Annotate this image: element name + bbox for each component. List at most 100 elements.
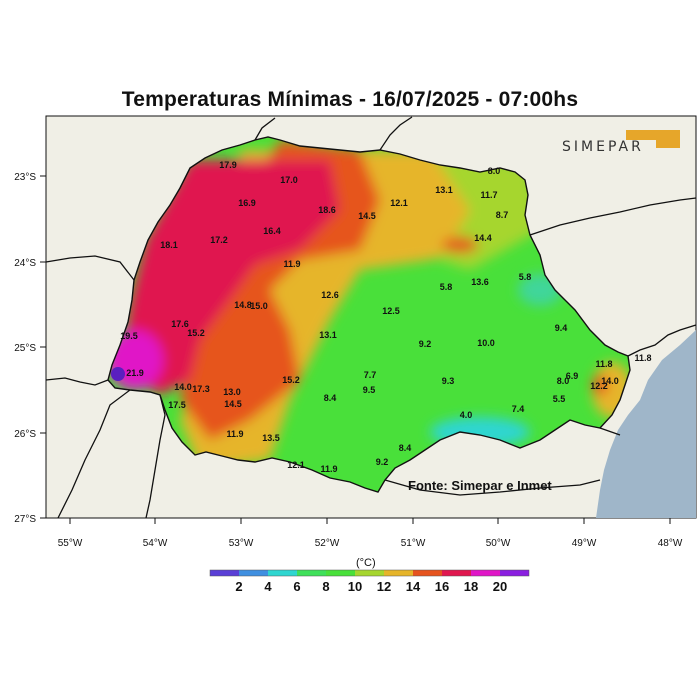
- legend-label: 14: [406, 579, 421, 594]
- station-label: 9.5: [363, 385, 376, 395]
- station-label: 9.2: [376, 457, 389, 467]
- station-label: 13.0: [223, 387, 241, 397]
- station-label: 8.7: [496, 210, 509, 220]
- station-label: 12.6: [321, 290, 339, 300]
- x-tick-label: 55°W: [58, 538, 83, 549]
- station-label: 14.0: [601, 376, 619, 386]
- station-label: 14.8: [234, 300, 252, 310]
- station-label: 11.7: [480, 190, 497, 200]
- x-tick-label: 54°W: [143, 538, 168, 549]
- legend-border: [209, 569, 530, 577]
- logo-text: SIMEPAR: [562, 139, 644, 155]
- x-tick-label: 52°W: [315, 538, 340, 549]
- station-label: 11.9: [283, 259, 300, 269]
- station-label: 17.5: [168, 400, 186, 410]
- station-label: 5.5: [553, 394, 566, 404]
- legend-swatch: [268, 570, 297, 576]
- legend-swatch: [500, 570, 529, 576]
- station-label: 18.6: [318, 205, 336, 215]
- y-tick-label: 24°S: [14, 258, 36, 269]
- legend-label: 16: [435, 579, 449, 594]
- station-label: 17.3: [192, 384, 210, 394]
- station-label: 16.4: [263, 226, 281, 236]
- station-label: 14.0: [174, 382, 192, 392]
- y-axis: 23°S 24°S 25°S 26°S 27°S: [14, 172, 46, 525]
- neighbor-boundaries: [45, 116, 697, 519]
- legend-label: 20: [493, 579, 507, 594]
- legend-swatch: [355, 570, 384, 576]
- legend-label: 12: [377, 579, 391, 594]
- station-label: 12.5: [382, 306, 400, 316]
- station-label: 18.1: [160, 240, 178, 250]
- station-label: 14.5: [224, 399, 242, 409]
- station-label: 15.2: [187, 328, 205, 338]
- legend-swatch: [297, 570, 326, 576]
- x-tick-label: 48°W: [658, 538, 683, 549]
- x-tick-label: 53°W: [229, 538, 254, 549]
- legend-label: 6: [293, 579, 300, 594]
- simepar-logo: SIMEPAR: [562, 130, 680, 155]
- station-label: 8.4: [399, 443, 412, 453]
- cold-spot: [111, 367, 125, 381]
- source-credit: Fonte: Simepar e Inmet: [408, 478, 552, 493]
- station-label: 15.0: [250, 301, 268, 311]
- legend-swatch: [239, 570, 268, 576]
- station-label: 7.7: [364, 370, 377, 380]
- station-label: 9.4: [555, 323, 568, 333]
- station-label: 17.0: [280, 175, 298, 185]
- station-label: 12.2: [590, 381, 608, 391]
- station-label: 17.6: [171, 319, 189, 329]
- station-label: 5.8: [440, 282, 453, 292]
- legend-label: 18: [464, 579, 478, 594]
- station-label: 11.9: [320, 464, 337, 474]
- x-tick-label: 51°W: [401, 538, 426, 549]
- legend-label: 10: [348, 579, 362, 594]
- legend-label: 8: [322, 579, 329, 594]
- station-label: 21.9: [126, 368, 144, 378]
- unit-label: (°C): [356, 557, 376, 569]
- station-label: 15.2: [282, 375, 300, 385]
- station-label: 4.0: [460, 410, 473, 420]
- station-label: 8.0: [488, 166, 501, 176]
- station-label: 13.5: [262, 433, 280, 443]
- station-label: 12.1: [390, 198, 408, 208]
- station-label: 17.2: [210, 235, 228, 245]
- station-label: 11.8: [595, 359, 612, 369]
- legend-swatch: [413, 570, 442, 576]
- station-label: 5.8: [519, 272, 532, 282]
- parana-outline: [107, 136, 631, 493]
- station-values: 17.9 17.0 16.9 18.6 14.5 12.1 13.1 11.7 8.0 8.7 18…: [120, 160, 651, 474]
- station-label: 13.6: [471, 277, 489, 287]
- x-tick-label: 50°W: [486, 538, 511, 549]
- y-tick-label: 23°S: [14, 172, 36, 183]
- station-label: 11.8: [634, 353, 651, 363]
- station-label: 7.4: [512, 404, 525, 414]
- station-label: 13.1: [435, 185, 453, 195]
- station-label: 19.5: [120, 331, 138, 341]
- station-label: 8.4: [324, 393, 337, 403]
- map-title: Temperaturas Mínimas - 16/07/2025 - 07:0…: [121, 88, 579, 111]
- x-axis: 55°W 54°W 53°W 52°W 51°W 50°W 49°W 48°W: [58, 518, 683, 549]
- station-label: 13.1: [319, 330, 337, 340]
- color-legend: 2 4 6 8 10 12 14 16 18 20: [209, 569, 530, 594]
- legend-swatch: [326, 570, 355, 576]
- ocean-area: [596, 330, 696, 518]
- station-label: 6.9: [566, 371, 579, 381]
- station-label: 17.9: [219, 160, 237, 170]
- legend-swatch: [384, 570, 413, 576]
- x-tick-label: 49°W: [572, 538, 597, 549]
- y-tick-label: 25°S: [14, 343, 36, 354]
- legend-label: 4: [264, 579, 272, 594]
- legend-label: 2: [235, 579, 242, 594]
- station-label: 10.0: [477, 338, 495, 348]
- station-label: 11.9: [226, 429, 243, 439]
- legend-swatch: [210, 570, 239, 576]
- station-label: 12.1: [287, 460, 305, 470]
- station-label: 14.4: [474, 233, 492, 243]
- station-label: 16.9: [238, 198, 256, 208]
- y-tick-label: 26°S: [14, 429, 36, 440]
- station-label: 9.2: [419, 339, 432, 349]
- y-tick-label: 27°S: [14, 514, 36, 525]
- station-label: 9.3: [442, 376, 455, 386]
